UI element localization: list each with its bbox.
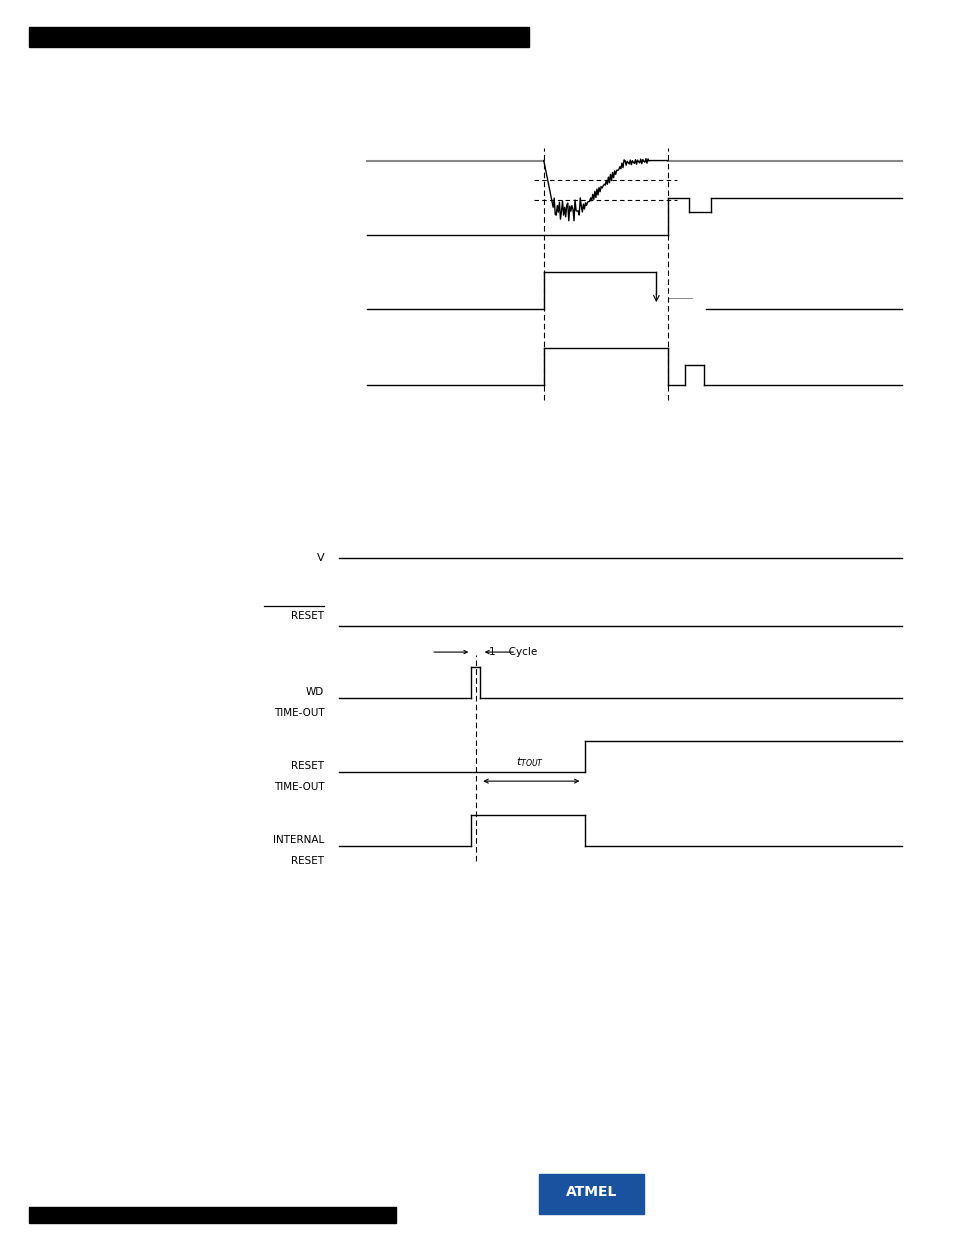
Text: V: V — [316, 553, 324, 563]
Text: ATMEL: ATMEL — [565, 1184, 617, 1199]
Text: 1    Cycle: 1 Cycle — [489, 647, 537, 657]
Bar — [29, 27, 529, 47]
Text: RESET: RESET — [291, 856, 324, 866]
Text: $t_{TOUT}$: $t_{TOUT}$ — [516, 755, 544, 768]
Text: RESET: RESET — [291, 611, 324, 621]
Text: TIME-OUT: TIME-OUT — [274, 708, 324, 718]
Text: WD: WD — [306, 687, 324, 697]
Bar — [538, 1174, 643, 1214]
Bar — [29, 1207, 395, 1223]
Text: ®: ® — [587, 1205, 595, 1215]
Text: INTERNAL: INTERNAL — [273, 835, 324, 845]
Text: RESET: RESET — [291, 761, 324, 771]
Text: TIME-OUT: TIME-OUT — [274, 782, 324, 792]
